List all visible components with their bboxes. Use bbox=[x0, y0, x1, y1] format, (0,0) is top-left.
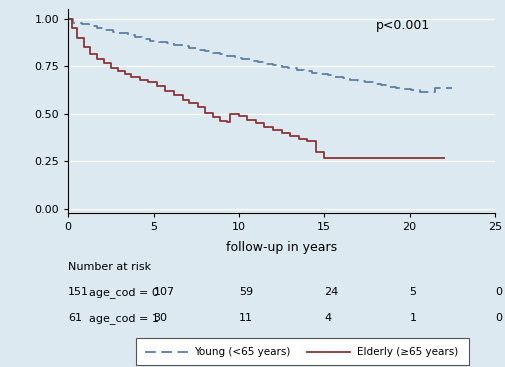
Text: 0: 0 bbox=[495, 287, 502, 297]
Text: Elderly (≥65 years): Elderly (≥65 years) bbox=[357, 346, 458, 357]
Text: age_cod = 1: age_cod = 1 bbox=[89, 313, 159, 324]
Text: 4: 4 bbox=[324, 313, 331, 323]
Text: Number at risk: Number at risk bbox=[68, 262, 152, 272]
Text: 30: 30 bbox=[154, 313, 168, 323]
Text: 1: 1 bbox=[410, 313, 417, 323]
Bar bbox=[136, 338, 469, 365]
Text: 59: 59 bbox=[239, 287, 253, 297]
Text: 24: 24 bbox=[324, 287, 338, 297]
Text: 107: 107 bbox=[154, 287, 175, 297]
Text: 151: 151 bbox=[68, 287, 89, 297]
Text: p<0.001: p<0.001 bbox=[375, 19, 430, 32]
Text: 0: 0 bbox=[495, 313, 502, 323]
Text: 61: 61 bbox=[68, 313, 82, 323]
Text: Young (<65 years): Young (<65 years) bbox=[194, 346, 291, 357]
Text: age_cod = 0: age_cod = 0 bbox=[89, 287, 159, 298]
Text: follow-up in years: follow-up in years bbox=[226, 241, 337, 254]
Text: 11: 11 bbox=[239, 313, 253, 323]
Text: 5: 5 bbox=[410, 287, 417, 297]
